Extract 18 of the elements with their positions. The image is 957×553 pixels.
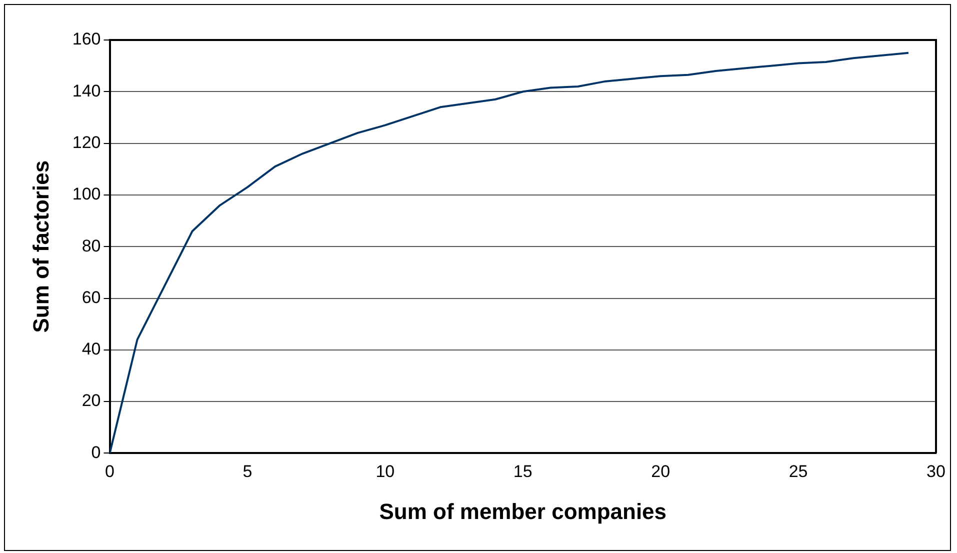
y-tick-label: 40: [82, 340, 101, 359]
y-tick-label: 80: [82, 236, 101, 256]
y-tick-label: 60: [82, 288, 101, 307]
x-tick-label: 5: [242, 462, 252, 482]
x-tick-label: 15: [513, 462, 532, 482]
y-tick-label: 20: [82, 391, 101, 410]
y-tick-label: 120: [72, 132, 101, 152]
x-tick-label: 0: [105, 462, 114, 482]
x-tick-label: 10: [376, 462, 395, 482]
x-tick-label: 30: [926, 462, 946, 482]
y-tick-label: 0: [91, 442, 101, 462]
x-tick-label: 25: [788, 462, 808, 482]
x-tick-label: 20: [651, 462, 670, 482]
x-axis-title: Sum of member companies: [379, 498, 667, 524]
y-tick-label: 160: [72, 30, 101, 49]
y-axis-title: Sum of factories: [28, 160, 54, 333]
y-tick-label: 140: [72, 81, 101, 100]
y-tick-label: 100: [72, 184, 101, 204]
